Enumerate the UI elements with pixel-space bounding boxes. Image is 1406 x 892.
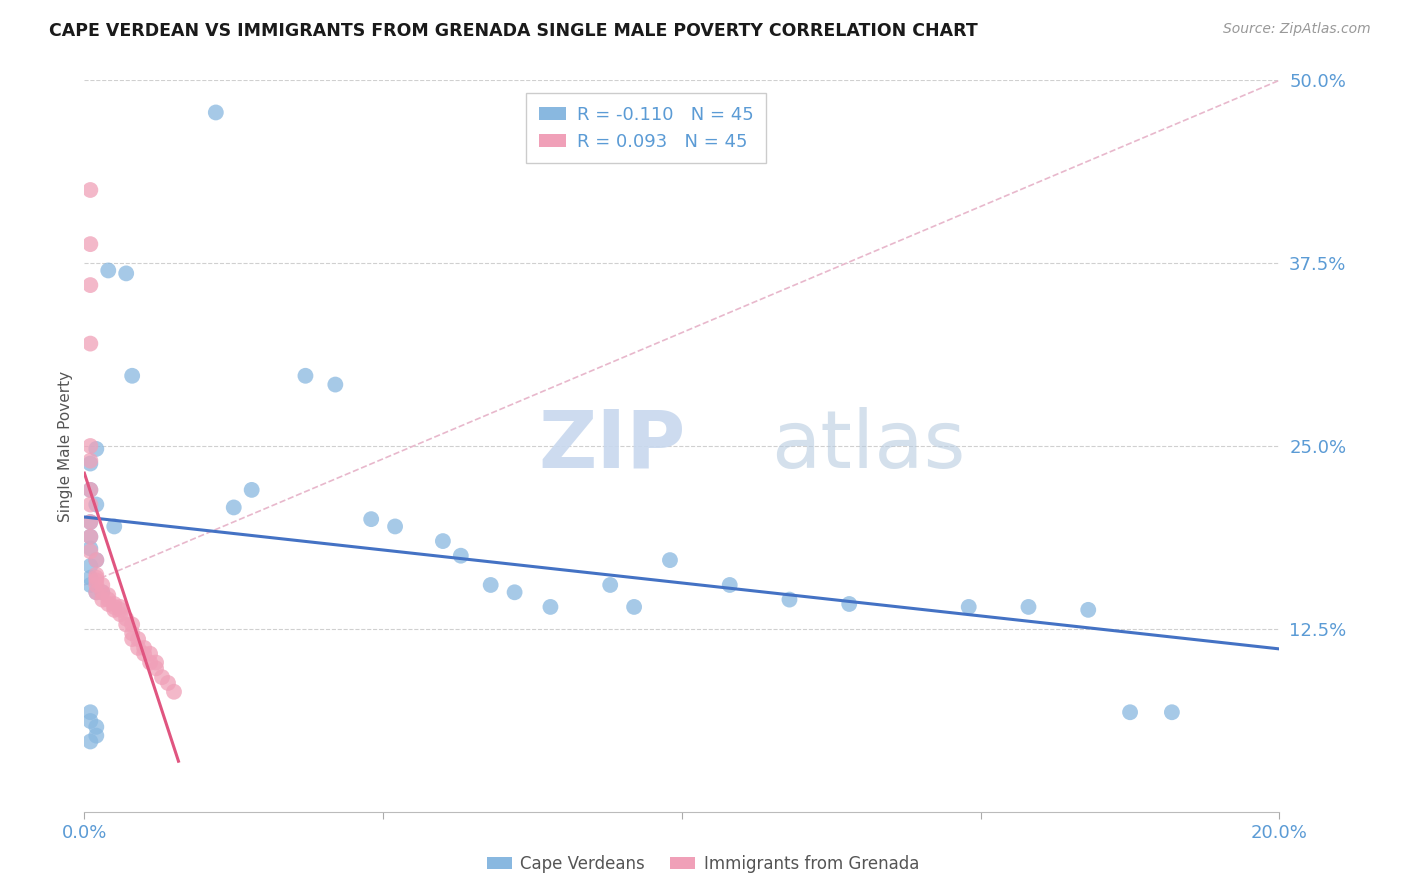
Point [139,656,162,670]
Point [139,647,162,661]
Point [779,592,801,607]
Point [91,585,114,599]
Point [121,626,143,640]
Point [127,632,149,646]
Point [86,553,108,567]
Point [97,263,120,277]
Point [450,549,472,563]
Point [79,734,101,748]
Point [79,515,101,529]
Point [157,676,180,690]
Point [79,558,101,573]
Point [145,656,167,670]
Point [479,578,502,592]
Point [360,512,382,526]
Point [79,578,101,592]
Point [659,553,682,567]
Point [91,578,114,592]
Text: atlas: atlas [772,407,966,485]
Point [79,336,101,351]
Legend: R = -0.110   N = 45, R = 0.093   N = 45: R = -0.110 N = 45, R = 0.093 N = 45 [526,93,766,163]
Point [599,578,621,592]
Point [79,571,101,585]
Point [79,515,101,529]
Point [79,183,101,197]
Point [86,574,108,588]
Y-axis label: Single Male Poverty: Single Male Poverty [58,370,73,522]
Point [115,612,138,626]
Point [91,592,114,607]
Point [86,729,108,743]
Point [205,105,228,120]
Point [86,442,108,456]
Point [103,519,125,533]
Point [384,519,406,533]
Text: CAPE VERDEAN VS IMMIGRANTS FROM GRENADA SINGLE MALE POVERTY CORRELATION CHART: CAPE VERDEAN VS IMMIGRANTS FROM GRENADA … [49,22,979,40]
Point [79,498,101,512]
Point [79,530,101,544]
Point [163,685,186,699]
Point [79,705,101,719]
Point [79,541,101,556]
Point [97,588,120,602]
Point [97,592,120,607]
Point [79,453,101,467]
Point [121,632,143,646]
Point [1119,705,1142,719]
Point [103,597,125,611]
Point [115,266,138,280]
Point [150,670,173,684]
Point [121,368,143,383]
Point [110,607,132,622]
Point [86,567,108,582]
Point [79,237,101,252]
Point [132,647,156,661]
Point [127,640,149,655]
Point [957,599,980,614]
Point [110,599,132,614]
Point [294,368,316,383]
Point [86,585,108,599]
Point [222,500,245,515]
Point [79,483,101,497]
Point [79,278,101,293]
Point [97,597,120,611]
Text: ZIP: ZIP [538,407,686,485]
Point [540,599,562,614]
Point [86,720,108,734]
Point [103,603,125,617]
Legend: Cape Verdeans, Immigrants from Grenada: Cape Verdeans, Immigrants from Grenada [481,848,925,880]
Point [1018,599,1040,614]
Point [623,599,645,614]
Point [145,661,167,675]
Point [838,597,860,611]
Point [79,530,101,544]
Point [325,377,347,392]
Point [110,603,132,617]
Point [91,585,114,599]
Point [79,483,101,497]
Point [86,585,108,599]
Point [79,439,101,453]
Point [1077,603,1099,617]
Text: Source: ZipAtlas.com: Source: ZipAtlas.com [1223,22,1371,37]
Point [79,544,101,558]
Point [86,553,108,567]
Point [503,585,526,599]
Point [79,714,101,728]
Point [1161,705,1184,719]
Point [240,483,263,497]
Point [86,578,108,592]
Point [132,640,156,655]
Point [121,617,143,632]
Point [718,578,741,592]
Point [103,599,125,614]
Point [115,617,138,632]
Point [86,498,108,512]
Point [432,534,454,549]
Point [86,571,108,585]
Point [79,457,101,471]
